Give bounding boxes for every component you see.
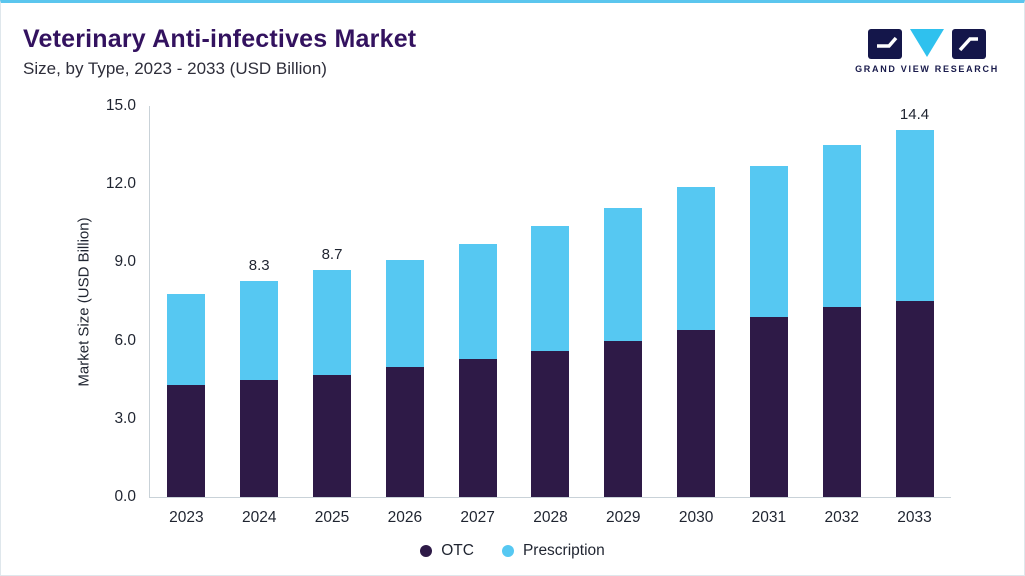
- total-value-label-2024: 8.3: [248, 256, 270, 274]
- y-axis-ticks: 0.0 3.0 6.0 9.0 12.0 15.0: [106, 97, 951, 505]
- bar-2032: 2032: [822, 106, 861, 526]
- y-axis-title: Market Size (USD Billion): [75, 216, 93, 387]
- bar-segment-otc-2029: [604, 340, 643, 497]
- bar-2030: 2030: [677, 106, 716, 526]
- page-subtitle: Size, by Type, 2023 - 2033 (USD Billion): [23, 59, 327, 78]
- bar-2025: 8.7 2025: [313, 106, 352, 526]
- x-tick-label-2033: 2033: [897, 509, 932, 526]
- bar-segment-prescription-2025: [313, 270, 352, 375]
- y-tick-label-0.0: 0.0: [114, 488, 136, 505]
- x-tick-label-2032: 2032: [824, 509, 859, 526]
- total-value-label-2033: 14.4: [899, 106, 930, 123]
- chart-legend: OTC Prescription: [1, 542, 1024, 560]
- bar-2027: 2027: [458, 106, 497, 526]
- legend-item-prescription: Prescription: [501, 542, 605, 560]
- bar-segment-otc-2025: [313, 374, 352, 497]
- bars-area: 2023 8.3 2024 8.7 2025 2026 2027 2028 2029 2030 20…: [150, 106, 951, 526]
- bar-segment-otc-2032: [822, 306, 861, 497]
- legend-dot-otc: [420, 545, 433, 557]
- gvr-logo: GRAND VIEW RESEARCH: [852, 29, 1002, 74]
- bar-segment-otc-2030: [677, 330, 716, 497]
- stacked-bar-chart: Market Size (USD Billion) 0.0 3.0 6.0 9.0 12…: [76, 97, 951, 526]
- total-value-label-2025: 8.7: [321, 246, 343, 264]
- bar-2023: 2023: [167, 106, 206, 526]
- bar-segment-prescription-2024: [240, 280, 279, 380]
- y-tick-label-9.0: 9.0: [114, 253, 136, 271]
- bar-segment-prescription-2028: [531, 225, 570, 352]
- legend-dot-prescription: [501, 545, 514, 557]
- x-tick-label-2027: 2027: [460, 509, 495, 526]
- bar-2028: 2028: [531, 106, 570, 526]
- legend-item-otc: OTC: [420, 542, 474, 560]
- bar-2033: 14.4 2033: [895, 106, 934, 526]
- y-tick-label-15.0: 15.0: [105, 97, 136, 114]
- bar-2024: 8.3 2024: [240, 106, 279, 526]
- bar-segment-otc-2027: [458, 358, 497, 497]
- y-tick-label-12.0: 12.0: [105, 175, 136, 193]
- gvr-logo-text: GRAND VIEW RESEARCH: [855, 64, 999, 74]
- bar-segment-otc-2026: [385, 366, 424, 497]
- bar-segment-prescription-2030: [677, 186, 716, 331]
- bar-segment-prescription-2033: [895, 130, 934, 301]
- gvr-logo-icon: [868, 29, 986, 59]
- bar-segment-prescription-2029: [604, 207, 643, 341]
- bar-segment-otc-2023: [167, 384, 206, 497]
- bar-segment-otc-2033: [895, 300, 934, 497]
- legend-label-otc: OTC: [441, 542, 474, 559]
- bar-2026: 2026: [385, 106, 424, 526]
- bar-segment-otc-2031: [749, 317, 788, 497]
- bar-segment-prescription-2027: [458, 244, 497, 359]
- bar-segment-prescription-2023: [167, 293, 206, 385]
- bar-segment-otc-2028: [531, 351, 570, 497]
- legend-label-prescription: Prescription: [522, 542, 605, 559]
- bar-segment-prescription-2032: [822, 145, 861, 307]
- x-tick-label-2026: 2026: [387, 509, 423, 526]
- x-tick-label-2023: 2023: [169, 509, 204, 526]
- x-tick-label-2025: 2025: [314, 509, 350, 526]
- bar-2031: 2031: [749, 106, 788, 526]
- bar-2029: 2029: [604, 106, 643, 526]
- y-tick-label-6.0: 6.0: [114, 331, 136, 349]
- x-tick-label-2031: 2031: [751, 509, 787, 526]
- bar-segment-otc-2024: [240, 379, 279, 497]
- x-tick-label-2030: 2030: [678, 509, 714, 526]
- page-title: Veterinary Anti-infectives Market: [23, 25, 417, 53]
- x-tick-label-2028: 2028: [533, 509, 568, 526]
- y-tick-label-3.0: 3.0: [114, 409, 136, 427]
- x-tick-label-2029: 2029: [606, 509, 641, 526]
- x-tick-label-2024: 2024: [241, 509, 277, 526]
- bar-segment-prescription-2026: [385, 259, 424, 367]
- bar-segment-prescription-2031: [749, 165, 788, 318]
